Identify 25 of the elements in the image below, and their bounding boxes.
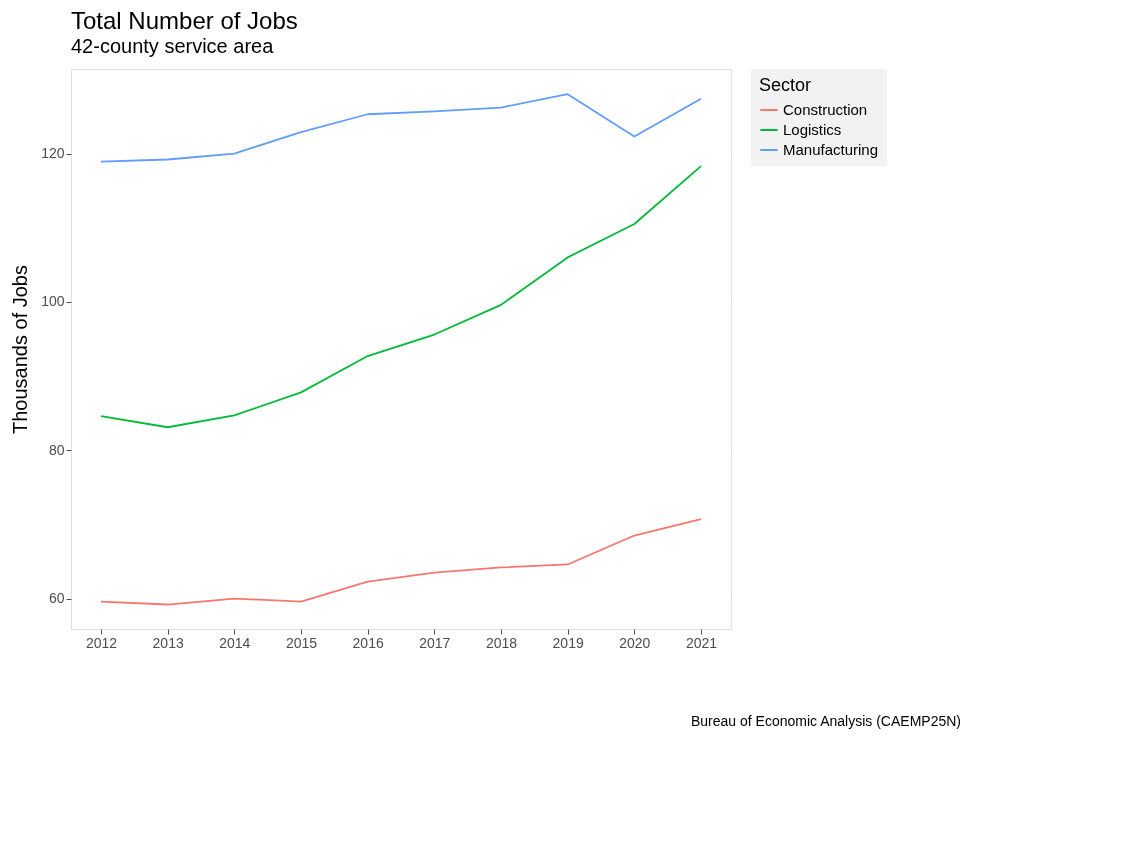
chart-subtitle: 42-county service area — [71, 35, 275, 57]
chart-title: Total Number of Jobs — [71, 7, 298, 34]
line-series — [100, 518, 702, 606]
x-tick-label: 2018 — [485, 634, 518, 651]
text: Bureau of Economic Analysis (CAEMP25N) — [691, 713, 961, 729]
x-tick-label: 2021 — [685, 634, 718, 651]
y-axis-title: Thousands of Jobs — [9, 265, 32, 434]
line-series — [100, 93, 702, 163]
x-tick-label: 2020 — [619, 634, 651, 651]
y-tick-label: 120 — [41, 145, 65, 162]
x-tick-label: 2014 — [219, 634, 251, 651]
y-tick-label: 60 — [48, 590, 65, 607]
x-tick-label: 2015 — [285, 634, 318, 651]
legend-label: Manufacturing — [783, 141, 879, 158]
x-tick-label: 2016 — [352, 634, 384, 651]
x-tick-label: 2019 — [552, 634, 584, 651]
x-tick-label: 2013 — [152, 634, 184, 651]
legend-label: Logistics — [783, 121, 842, 138]
x-tick-label: 2012 — [85, 634, 118, 651]
y-tick-label: 80 — [48, 441, 65, 458]
x-tick-label: 2017 — [419, 634, 451, 651]
legend-title: Sector — [759, 75, 812, 95]
legend-label: Construction — [783, 101, 868, 118]
y-tick-label: 100 — [41, 293, 65, 310]
line-series — [100, 165, 702, 429]
